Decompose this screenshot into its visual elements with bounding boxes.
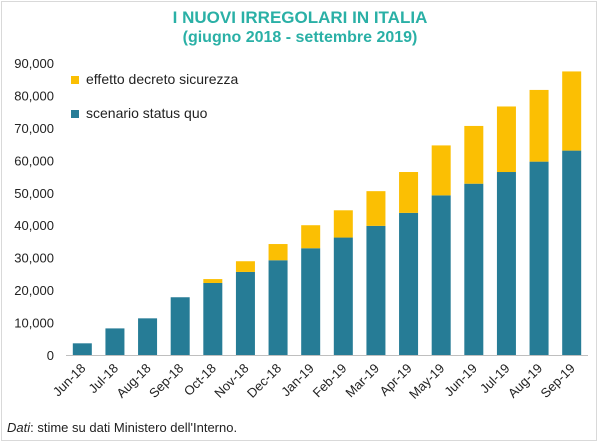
bar-status-quo bbox=[138, 318, 158, 355]
bar-decreto bbox=[529, 89, 549, 162]
x-tick-label: Sep-18 bbox=[146, 361, 186, 401]
y-tick-label: 0 bbox=[47, 348, 54, 363]
bar-status-quo bbox=[268, 260, 288, 355]
legend-label: effetto decreto sicurezza bbox=[86, 71, 238, 87]
bar-status-quo bbox=[431, 195, 451, 355]
bar-status-quo bbox=[72, 343, 92, 355]
x-tick-label: Sep-19 bbox=[538, 361, 578, 401]
bar-decreto bbox=[464, 125, 484, 184]
x-tick-label: Jun-18 bbox=[50, 361, 89, 400]
bar-decreto bbox=[235, 261, 255, 272]
footnote: Dati: stime su dati Ministero dell'Inter… bbox=[7, 420, 237, 435]
x-tick-label: May-19 bbox=[406, 361, 447, 402]
footnote-text: : stime su dati Ministero dell'Interno. bbox=[30, 420, 238, 435]
bar-decreto bbox=[562, 71, 582, 151]
x-tick-label: Nov-18 bbox=[211, 361, 251, 401]
x-tick-label: Dec-18 bbox=[244, 361, 284, 401]
x-tick-label: Feb-19 bbox=[310, 361, 350, 401]
x-tick-label: Mar-19 bbox=[342, 361, 382, 401]
y-tick-label: 20,000 bbox=[14, 283, 54, 298]
y-tick-label: 60,000 bbox=[14, 153, 54, 168]
bar-decreto bbox=[496, 106, 516, 173]
bar-decreto bbox=[301, 225, 321, 249]
bar-status-quo bbox=[105, 328, 125, 355]
x-tick-label: Aug-18 bbox=[113, 361, 153, 401]
y-tick-label: 50,000 bbox=[14, 186, 54, 201]
x-tick-label: Jun-19 bbox=[441, 361, 480, 400]
y-tick-label: 40,000 bbox=[14, 218, 54, 233]
bar-status-quo bbox=[464, 183, 484, 355]
chart-subtitle: (giugno 2018 - settembre 2019) bbox=[182, 29, 418, 46]
bar-status-quo bbox=[333, 237, 353, 355]
legend-label: scenario status quo bbox=[86, 105, 208, 121]
bar-decreto bbox=[268, 244, 288, 261]
legend-swatch bbox=[71, 110, 79, 118]
bar-decreto bbox=[203, 279, 223, 283]
bar-status-quo bbox=[301, 248, 321, 355]
bar-decreto bbox=[431, 145, 451, 196]
bar-decreto bbox=[366, 191, 386, 226]
y-tick-label: 70,000 bbox=[14, 121, 54, 136]
bar-status-quo bbox=[399, 212, 419, 355]
bar-status-quo bbox=[529, 161, 549, 355]
bar-status-quo bbox=[203, 282, 223, 355]
bar-status-quo bbox=[235, 271, 255, 355]
bar-decreto bbox=[399, 172, 419, 213]
y-tick-label: 30,000 bbox=[14, 251, 54, 266]
x-tick-label: Jan-19 bbox=[278, 361, 317, 400]
bar-status-quo bbox=[496, 172, 516, 355]
y-tick-label: 10,000 bbox=[14, 316, 54, 331]
y-tick-label: 90,000 bbox=[14, 56, 54, 71]
y-tick-label: 80,000 bbox=[14, 88, 54, 103]
chart-title: I NUOVI IRREGOLARI IN ITALIA bbox=[172, 8, 428, 27]
bar-status-quo bbox=[170, 297, 190, 355]
legend-swatch bbox=[71, 76, 79, 84]
bar-status-quo bbox=[366, 225, 386, 355]
x-tick-label: Aug-19 bbox=[505, 361, 545, 401]
footnote-label: Dati bbox=[7, 420, 31, 435]
bar-decreto bbox=[333, 210, 353, 238]
bar-status-quo bbox=[562, 150, 582, 355]
